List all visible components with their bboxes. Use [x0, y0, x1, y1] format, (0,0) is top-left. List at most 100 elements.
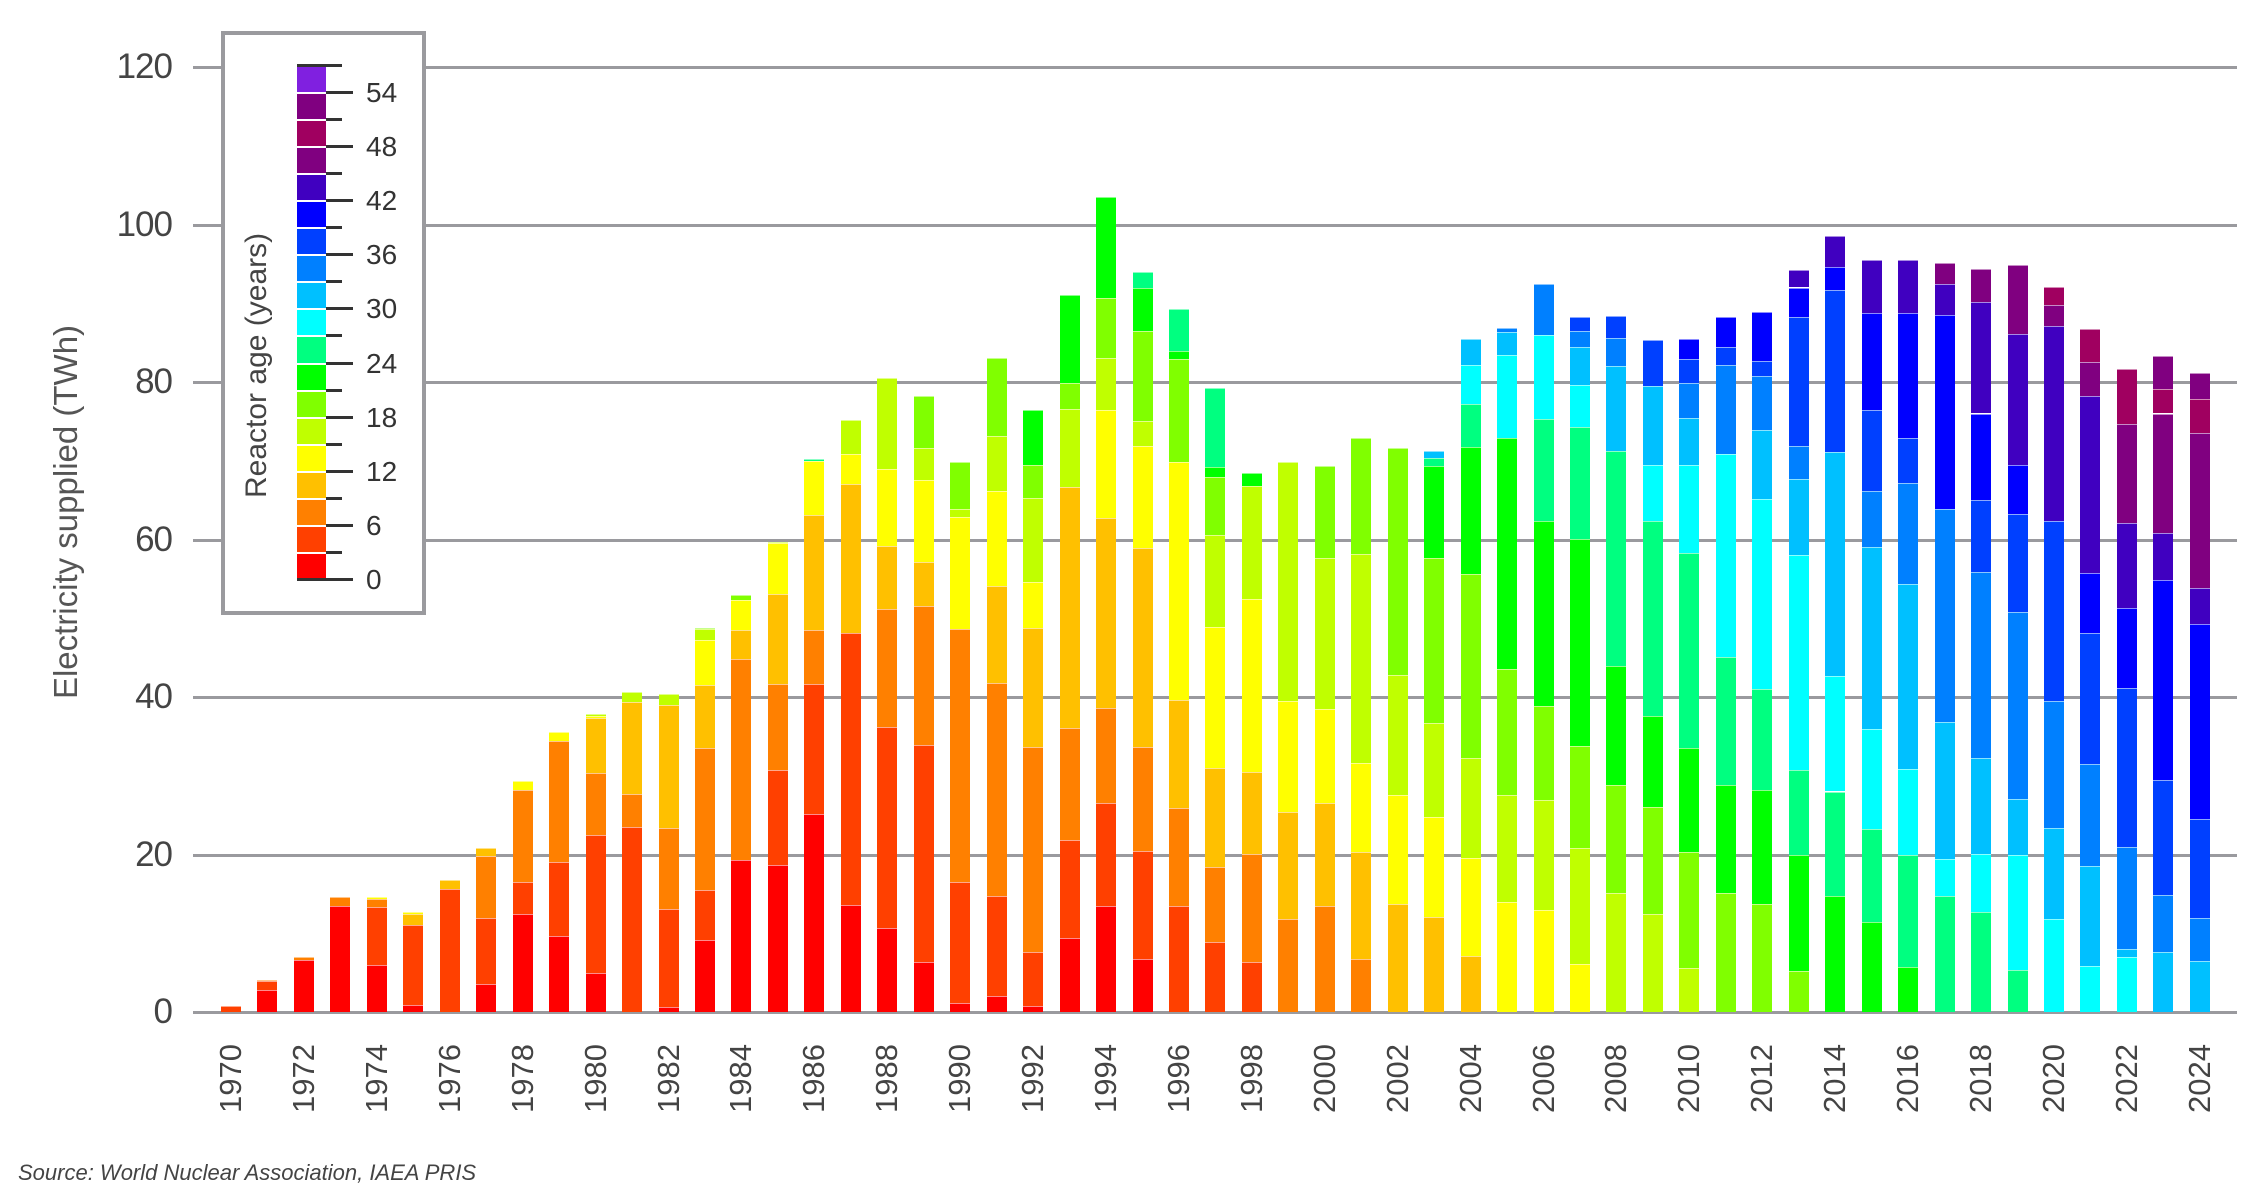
bar-segment-age-15-18 [950, 508, 971, 517]
bar-segment-age-33-36 [1533, 283, 1554, 335]
bar-segment-age-6-9 [950, 629, 971, 883]
gridline-80 [193, 381, 2237, 384]
bar-segment-age-0-3 [366, 964, 387, 1012]
bar-segment-age-24-27 [1533, 419, 1554, 521]
bar-segment-age-42-45 [1825, 236, 1846, 268]
bar-segment-age-3-6 [840, 633, 861, 905]
legend-swatch-0-3 [297, 551, 326, 579]
legend-major-tick [326, 199, 353, 203]
bar-segment-age-36-39 [2153, 779, 2174, 896]
bar-segment-age-3-6 [622, 826, 643, 1012]
bar-segment-age-6-9 [1205, 867, 1226, 942]
bar-segment-age-39-42 [2153, 580, 2174, 780]
bar-segment-age-27-30 [1570, 385, 1591, 427]
bar-segment-age-18-21 [1205, 477, 1226, 535]
bar-segment-age-12-15 [512, 781, 533, 790]
bar-segment-age-24-27 [1424, 458, 1445, 467]
bar-segment-age-21-24 [1205, 467, 1226, 478]
bar-segment-age-48-51 [2189, 399, 2210, 434]
x-tick-label: 2024 [2181, 1044, 2217, 1113]
bar-segment-age-9-12 [1023, 628, 1044, 747]
bar-segment-age-3-6 [986, 896, 1007, 997]
bar-segment-age-3-6 [658, 908, 679, 1008]
bar-segment-age-18-21 [694, 627, 715, 630]
legend-major-tick [326, 361, 353, 365]
x-tick-label: 1980 [577, 1044, 613, 1113]
bar-segment-age-15-18 [1205, 534, 1226, 627]
bar-segment-age-27-30 [2007, 855, 2028, 971]
bar-segment-age-33-36 [2189, 918, 2210, 961]
bar-segment-age-36-39 [1642, 340, 1663, 386]
bar-segment-age-30-33 [1679, 418, 1700, 466]
bar-segment-age-24-27 [1934, 896, 1955, 1012]
bar-segment-age-9-12 [1424, 916, 1445, 1012]
x-tick-label: 2002 [1379, 1044, 1415, 1113]
bar-segment-age-15-18 [840, 419, 861, 454]
bar-segment-age-21-24 [1424, 466, 1445, 558]
bar-segment-age-3-6 [366, 907, 387, 965]
bar-segment-age-9-12 [585, 718, 606, 774]
bar-segment-age-42-45 [1934, 284, 1955, 316]
x-tick-label: 1994 [1088, 1044, 1124, 1113]
bar-segment-age-30-33 [1460, 338, 1481, 366]
x-tick-label: 2014 [1817, 1044, 1853, 1113]
legend-minor-tick [326, 442, 342, 446]
bar-segment-age-3-6 [1132, 850, 1153, 960]
bar-segment-age-15-18 [767, 541, 788, 544]
bar-segment-age-0-3 [293, 960, 314, 1012]
bar-segment-age-18-21 [1132, 330, 1153, 422]
y-tick-label: 20 [135, 834, 173, 874]
legend-swatch-48-51 [297, 118, 326, 147]
bar-segment-age-30-33 [1424, 451, 1445, 459]
bar-segment-age-33-36 [2116, 847, 2137, 949]
bar-segment-age-3-6 [476, 918, 497, 985]
bar-segment-age-3-6 [694, 889, 715, 941]
bar-segment-age-24-27 [1679, 552, 1700, 749]
bar-segment-age-0-3 [694, 940, 715, 1012]
bar-segment-age-15-18 [1460, 757, 1481, 859]
bar-segment-age-12-15 [1278, 700, 1299, 812]
bar-segment-age-3-6 [1205, 941, 1226, 1012]
legend-minor-tick [326, 117, 342, 121]
bar-segment-age-12-15 [1460, 858, 1481, 957]
bar-segment-age-18-21 [1533, 705, 1554, 801]
legend-swatch-42-45 [297, 173, 326, 201]
x-tick-label: 1990 [942, 1044, 978, 1113]
bar-segment-age-18-21 [1497, 668, 1518, 796]
x-tick-label: 2012 [1744, 1044, 1780, 1113]
legend-minor-tick [326, 280, 342, 284]
bar-segment-age-3-6 [1096, 803, 1117, 906]
bar-segment-age-6-9 [767, 683, 788, 771]
bar-segment-age-27-30 [1497, 355, 1518, 438]
bar-segment-age-15-18 [1387, 674, 1408, 795]
bar-segment-age-15-18 [877, 378, 898, 470]
bar-segment-age-6-9 [1278, 919, 1299, 1012]
legend-swatch-54-57 [297, 64, 326, 92]
bar-segment-age-12-15 [986, 490, 1007, 586]
bar-segment-age-39-42 [2116, 608, 2137, 688]
bar-segment-age-9-12 [913, 562, 934, 607]
legend-minor-tick [326, 172, 342, 176]
bar-segment-age-24-27 [1168, 308, 1189, 352]
bar-segment-age-30-33 [2044, 827, 2064, 920]
bar-segment-age-18-21 [1023, 465, 1044, 498]
bar-segment-age-21-24 [1752, 789, 1773, 905]
bar-segment-age-33-36 [2007, 611, 2028, 799]
bar-segment-age-27-30 [2080, 965, 2101, 1012]
bar-segment-age-0-3 [476, 984, 497, 1012]
bar-segment-age-0-3 [986, 996, 1007, 1012]
gridline-0 [193, 1011, 2237, 1014]
legend-swatch-15-18 [297, 416, 326, 444]
bar-segment-age-18-21 [1460, 574, 1481, 758]
bar-segment-age-21-24 [1861, 922, 1882, 1012]
bar-segment-age-30-33 [2116, 949, 2137, 957]
bar-segment-age-18-21 [731, 595, 752, 601]
bar-segment-age-15-18 [1241, 485, 1262, 600]
bar-segment-age-12-15 [1570, 963, 1591, 1012]
bar-segment-age-12-15 [1205, 626, 1226, 768]
bar-segment-age-33-36 [1752, 375, 1773, 431]
bar-segment-age-24-27 [2007, 970, 2028, 1012]
bar-segment-age-24-27 [1205, 388, 1226, 468]
y-tick-label: 60 [135, 519, 173, 559]
bar-segment-age-42-45 [1788, 270, 1809, 288]
